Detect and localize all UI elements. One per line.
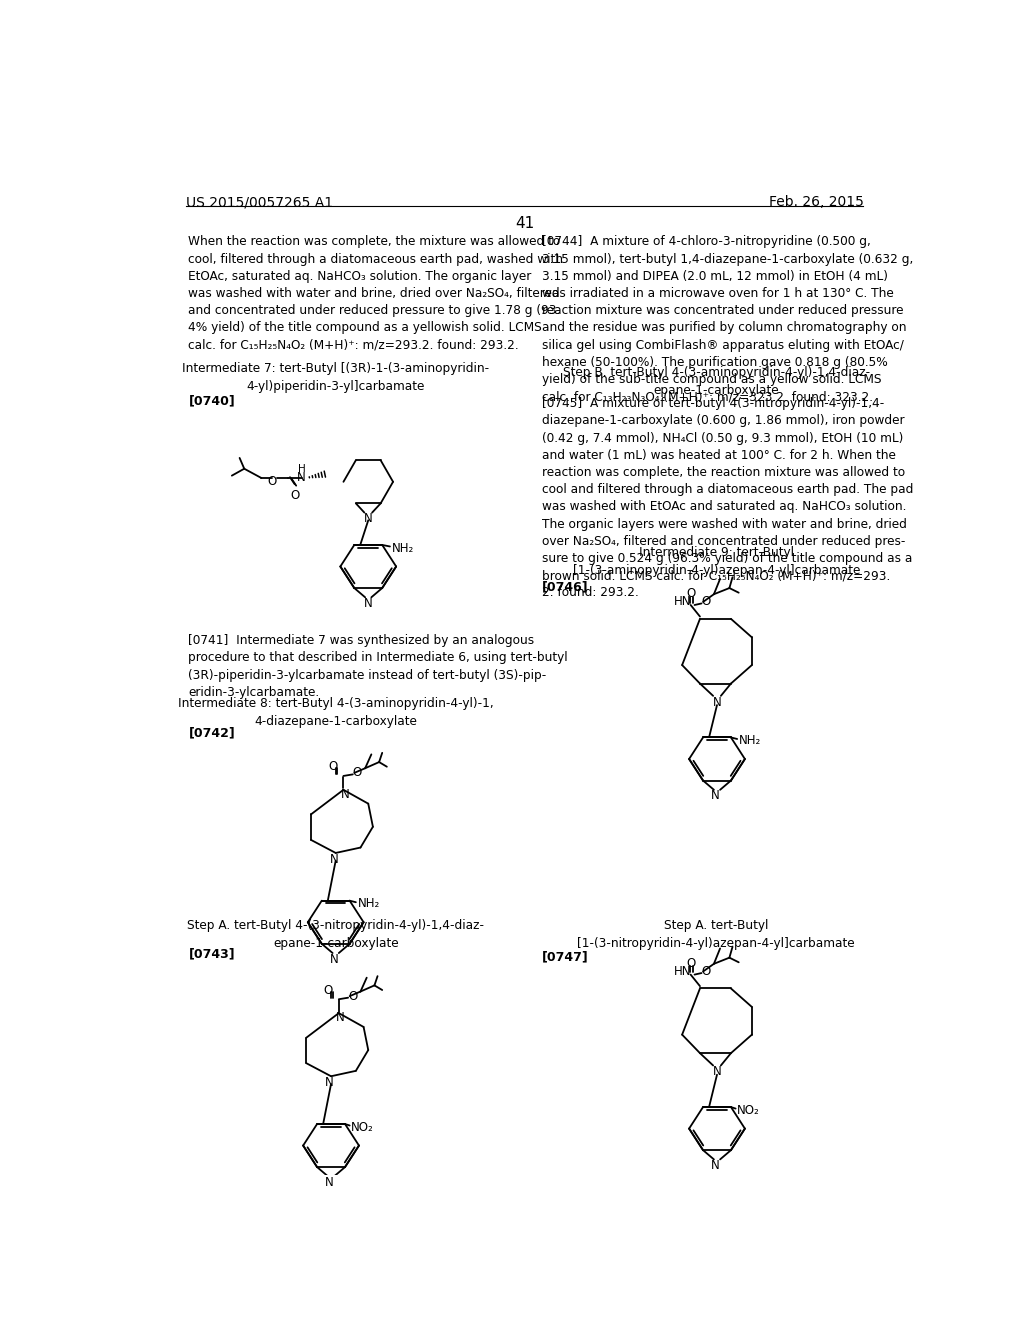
Text: O: O: [267, 475, 276, 488]
Text: O: O: [353, 767, 362, 779]
Text: O: O: [328, 760, 337, 774]
Text: N: N: [364, 597, 373, 610]
Text: [0745]  A mixture of tert-butyl 4(3-nitropyridin-4-yl)-1,4-
diazepane-1-carboxyl: [0745] A mixture of tert-butyl 4(3-nitro…: [542, 397, 913, 599]
Text: O: O: [290, 488, 299, 502]
Text: N: N: [713, 1065, 721, 1078]
Text: NO₂: NO₂: [737, 1104, 760, 1117]
Text: NO₂: NO₂: [351, 1121, 374, 1134]
Text: [0746]: [0746]: [542, 581, 589, 594]
Text: When the reaction was complete, the mixture was allowed to
cool, filtered throug: When the reaction was complete, the mixt…: [188, 235, 563, 351]
Text: O: O: [686, 957, 695, 970]
Text: [0747]: [0747]: [542, 950, 589, 964]
Text: Step A. tert-Butyl
[1-(3-nitropyridin-4-yl)azepan-4-yl]carbamate: Step A. tert-Butyl [1-(3-nitropyridin-4-…: [578, 919, 855, 950]
Text: O: O: [701, 595, 711, 609]
Text: US 2015/0057265 A1: US 2015/0057265 A1: [186, 195, 333, 210]
Text: NH₂: NH₂: [357, 898, 380, 911]
Text: NH₂: NH₂: [391, 541, 414, 554]
Text: HN: HN: [674, 965, 691, 978]
Text: Intermediate 9: tert-Butyl
[1-(3-aminopyridin-4-yl)azepan-4-yl]carbamate: Intermediate 9: tert-Butyl [1-(3-aminopy…: [572, 546, 860, 577]
Text: H: H: [298, 463, 305, 474]
Text: N: N: [364, 512, 373, 525]
Text: N: N: [336, 1011, 345, 1024]
Text: N: N: [326, 1176, 334, 1189]
Text: O: O: [701, 965, 711, 978]
Text: Intermediate 8: tert-Butyl 4-(3-aminopyridin-4-yl)-1,
4-diazepane-1-carboxylate: Intermediate 8: tert-Butyl 4-(3-aminopyr…: [178, 697, 494, 729]
Text: O: O: [348, 990, 357, 1003]
Text: Intermediate 7: tert-Butyl [(3R)-1-(3-aminopyridin-
4-yl)piperidin-3-yl]carbamat: Intermediate 7: tert-Butyl [(3R)-1-(3-am…: [182, 363, 489, 393]
Text: 41: 41: [515, 216, 535, 231]
Text: N: N: [711, 1159, 720, 1172]
Text: Step A. tert-Butyl 4-(3-nitropyridin-4-yl)-1,4-diaz-
epane-1-carboxylate: Step A. tert-Butyl 4-(3-nitropyridin-4-y…: [187, 919, 484, 950]
Text: [0743]: [0743]: [188, 948, 236, 961]
Text: N: N: [711, 789, 720, 803]
Text: N: N: [330, 853, 339, 866]
Text: [0744]  A mixture of 4-chloro-3-nitropyridine (0.500 g,
3.15 mmol), tert-butyl 1: [0744] A mixture of 4-chloro-3-nitropyri…: [542, 235, 913, 403]
Text: O: O: [686, 587, 695, 601]
Text: Feb. 26, 2015: Feb. 26, 2015: [769, 195, 863, 210]
Text: NH₂: NH₂: [738, 734, 761, 747]
Text: Step B. tert-Butyl 4-(3-aminopyridin-4-yl)-1,4-diaz-
epane-1-carboxylate: Step B. tert-Butyl 4-(3-aminopyridin-4-y…: [562, 367, 869, 397]
Text: N: N: [326, 1076, 334, 1089]
Text: [0741]  Intermediate 7 was synthesized by an analogous
procedure to that describ: [0741] Intermediate 7 was synthesized by…: [188, 635, 568, 698]
Text: O: O: [324, 983, 333, 997]
Text: [0742]: [0742]: [188, 726, 236, 739]
Text: N: N: [341, 788, 349, 801]
Text: N: N: [297, 471, 306, 484]
Text: HN: HN: [674, 595, 691, 609]
Text: N: N: [330, 953, 339, 966]
Text: N: N: [713, 696, 721, 709]
Text: [0740]: [0740]: [188, 395, 236, 407]
